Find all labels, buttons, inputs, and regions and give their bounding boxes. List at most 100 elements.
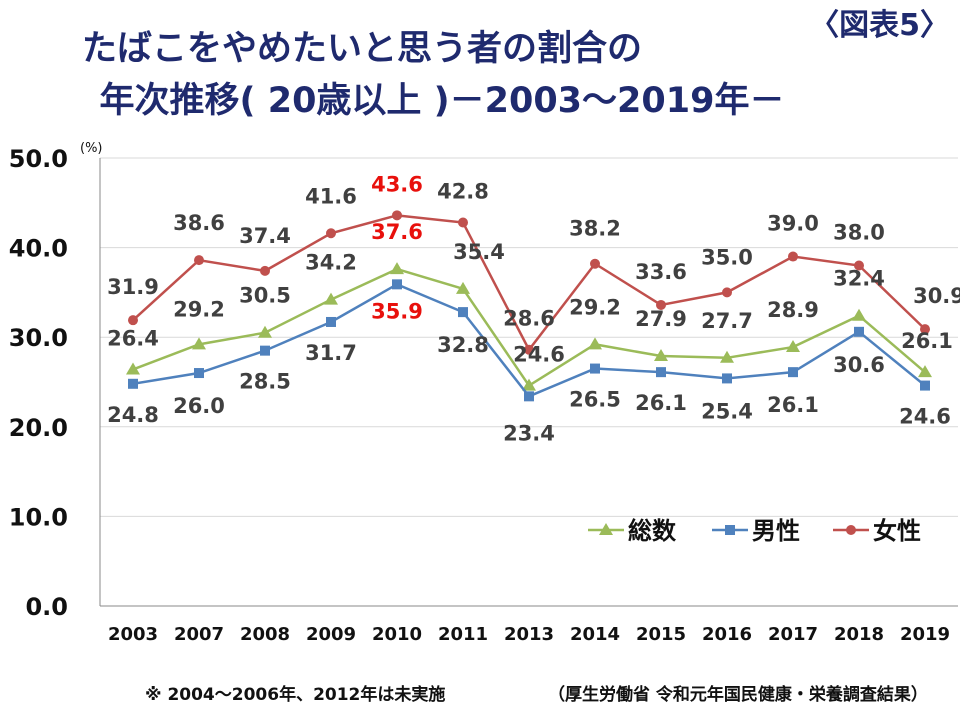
data-point	[786, 340, 800, 353]
data-label: 33.6	[635, 260, 687, 284]
data-point	[326, 228, 336, 239]
data-label: 27.7	[701, 309, 753, 333]
legend-marker	[725, 525, 735, 535]
data-point	[918, 365, 932, 378]
data-label: 26.0	[173, 394, 225, 418]
data-point	[590, 258, 600, 269]
data-label: 25.4	[701, 399, 753, 423]
x-tick-label: 2015	[636, 624, 686, 645]
data-point	[128, 378, 138, 389]
x-tick-label: 2009	[306, 624, 356, 645]
x-tick-label: 2007	[174, 624, 224, 645]
data-label: 31.9	[107, 275, 159, 299]
data-label: 41.6	[305, 184, 357, 208]
data-label: 38.6	[173, 211, 225, 235]
x-tick-label: 2019	[900, 624, 950, 645]
data-label: 35.4	[453, 240, 505, 264]
data-point	[258, 325, 272, 338]
data-point	[458, 217, 468, 228]
data-label: 27.9	[635, 307, 687, 331]
y-tick-label: 40.0	[9, 235, 68, 263]
y-tick-label: 30.0	[9, 324, 68, 352]
data-point	[128, 315, 138, 326]
data-point	[788, 367, 798, 378]
x-tick-label: 2013	[504, 624, 554, 645]
x-tick-label: 2018	[834, 624, 884, 645]
data-label: 43.6	[371, 172, 423, 196]
x-tick-label: 2016	[702, 624, 752, 645]
data-point	[588, 337, 602, 350]
data-point	[722, 287, 732, 298]
data-point	[654, 349, 668, 362]
y-tick-label: 20.0	[9, 414, 68, 442]
x-tick-label: 2014	[570, 624, 620, 645]
chart-title-line-1: たばこをやめたいと思う者の割合の	[81, 29, 642, 69]
data-label: 28.5	[239, 370, 291, 394]
data-label: 39.0	[767, 212, 819, 236]
data-point	[390, 262, 404, 275]
data-label: 24.6	[899, 405, 951, 429]
data-label: 32.8	[437, 333, 489, 357]
footnote: ※ 2004～2006年、2012年は未実施	[145, 685, 446, 705]
data-label: 26.4	[107, 326, 159, 350]
data-point	[656, 367, 666, 378]
data-point	[920, 380, 930, 391]
data-label: 38.2	[569, 217, 621, 241]
data-label: 26.5	[569, 388, 621, 412]
y-tick-label: 50.0	[9, 145, 68, 173]
x-tick-label: 2010	[372, 624, 422, 645]
chart-title-line-2: 年次推移( 20歳以上 )－2003～2019年－	[99, 81, 785, 121]
data-label: 26.1	[635, 391, 687, 415]
data-label: 30.5	[239, 284, 291, 308]
data-label: 31.7	[305, 341, 357, 365]
data-label: 34.2	[305, 251, 357, 275]
data-point	[720, 350, 734, 363]
data-point	[854, 260, 864, 271]
x-tick-label: 2008	[240, 624, 290, 645]
data-point	[524, 344, 534, 355]
legend-label: 総数	[628, 517, 677, 545]
y-unit-label: (%)	[80, 141, 103, 156]
data-label: 42.8	[437, 180, 489, 204]
data-point	[260, 345, 270, 356]
legend-marker	[599, 523, 613, 535]
data-point	[854, 326, 864, 337]
y-tick-label: 10.0	[9, 503, 68, 531]
data-point	[458, 307, 468, 318]
data-point	[456, 281, 470, 294]
data-label: 32.4	[833, 267, 885, 291]
data-label: 24.8	[107, 403, 159, 427]
legend-marker	[846, 525, 856, 535]
data-point	[260, 265, 270, 276]
data-label: 28.9	[767, 298, 819, 322]
data-label: 24.6	[513, 343, 565, 367]
data-point	[852, 308, 866, 321]
source-note: （厚生労働省 令和元年国民健康・栄養調査結果）	[548, 685, 928, 705]
data-point	[722, 373, 732, 384]
data-point	[126, 362, 140, 375]
data-point	[392, 210, 402, 221]
data-label: 35.0	[701, 245, 753, 269]
x-tick-label: 2011	[438, 624, 488, 645]
data-label: 29.2	[569, 295, 621, 319]
data-label: 23.4	[503, 421, 555, 445]
data-label: 30.6	[833, 353, 885, 377]
data-point	[656, 299, 666, 310]
figure-label: 〈図表5〉	[809, 8, 950, 43]
legend-label: 男性	[752, 517, 800, 545]
data-point	[524, 391, 534, 402]
data-label: 37.4	[239, 224, 291, 248]
data-point	[192, 337, 206, 350]
x-tick-label: 2003	[108, 624, 158, 645]
data-label: 37.6	[371, 220, 423, 244]
data-label: 28.6	[503, 307, 555, 331]
legend-label: 女性	[873, 517, 921, 545]
data-point	[326, 316, 336, 327]
data-label: 38.0	[833, 221, 885, 245]
data-point	[522, 378, 536, 391]
data-label: 29.2	[173, 297, 225, 321]
data-point	[920, 324, 930, 335]
x-tick-label: 2017	[768, 624, 818, 645]
data-point	[194, 368, 204, 379]
